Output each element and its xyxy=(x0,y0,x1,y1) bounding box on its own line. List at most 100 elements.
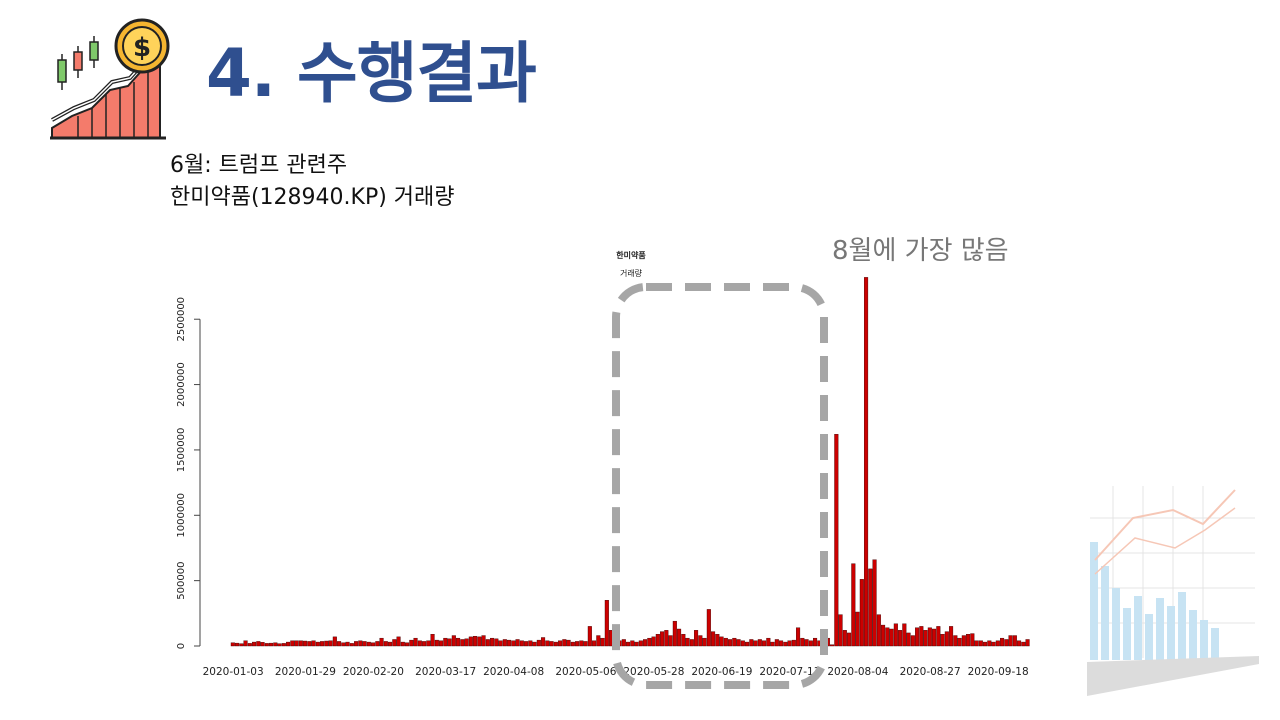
volume-bar xyxy=(473,635,478,647)
volume-bar xyxy=(553,641,558,647)
volume-bar xyxy=(774,639,779,647)
y-ticks: 0 500000 1000000 1500000 2000000 2500000 xyxy=(176,297,200,649)
volume-bar xyxy=(944,631,949,647)
volume-bar xyxy=(328,640,333,647)
volume-bar xyxy=(341,642,346,647)
volume-bar xyxy=(434,639,439,647)
volume-bar xyxy=(362,641,367,647)
volume-bar xyxy=(502,639,507,647)
volume-bar xyxy=(456,637,461,647)
x-tick-label: 2020-06-19 xyxy=(691,666,752,678)
bars xyxy=(230,277,1030,647)
volume-bar xyxy=(515,639,520,647)
volume-bar xyxy=(570,641,575,647)
volume-bar xyxy=(507,639,512,647)
volume-bar xyxy=(298,640,303,647)
volume-bar xyxy=(723,637,728,647)
volume-bar xyxy=(311,640,316,647)
y-tick-label: 2000000 xyxy=(176,362,187,407)
volume-bar xyxy=(664,630,669,647)
volume-bar xyxy=(307,641,312,647)
volume-bar xyxy=(1021,641,1026,647)
volume-bar xyxy=(630,640,635,647)
volume-bar xyxy=(634,641,639,647)
volume-bar xyxy=(498,640,503,647)
volume-bar xyxy=(447,638,452,647)
volume-bar xyxy=(536,639,541,647)
volume-bar xyxy=(757,639,762,647)
volume-bar xyxy=(587,626,592,647)
x-tick-label: 2020-08-04 xyxy=(827,666,888,678)
volume-bar xyxy=(388,641,393,647)
volume-bar xyxy=(779,640,784,647)
volume-bar xyxy=(847,632,852,647)
volume-bar xyxy=(621,639,626,647)
volume-bar xyxy=(910,635,915,647)
volume-bar xyxy=(315,641,320,647)
volume-bar xyxy=(541,637,546,647)
x-tick-label: 2020-09-18 xyxy=(968,666,1029,678)
volume-bar xyxy=(1025,639,1030,647)
volume-bar xyxy=(953,635,958,647)
volume-bar xyxy=(443,637,448,647)
subtitle-line-1: 6월: 트럼프 관련주 xyxy=(170,153,348,178)
volume-bar xyxy=(273,642,278,647)
volume-bar xyxy=(562,639,567,647)
volume-bar xyxy=(260,642,265,647)
chart-subtitle: 거래량 xyxy=(620,268,643,278)
volume-bar xyxy=(379,637,384,647)
slide-subtitle: 6월: 트럼프 관련주 한미약품(128940.KP) 거래량 xyxy=(170,150,455,214)
volume-bar xyxy=(813,637,818,647)
volume-bar xyxy=(345,641,350,647)
volume-bar xyxy=(409,639,414,647)
volume-bar xyxy=(983,641,988,647)
x-tick-label: 2020-01-29 xyxy=(275,666,336,678)
faded-bar-line-chart-icon xyxy=(1087,486,1259,696)
volume-bar xyxy=(383,641,388,647)
volume-bar xyxy=(575,641,580,647)
volume-bar xyxy=(264,643,269,647)
volume-bar xyxy=(247,643,252,647)
volume-bar xyxy=(638,640,643,647)
volume-bar xyxy=(677,628,682,647)
volume-bar xyxy=(303,640,308,647)
volume-bar xyxy=(252,641,257,647)
volume-bar xyxy=(923,630,928,647)
volume-bar xyxy=(762,640,767,647)
volume-bar xyxy=(460,639,465,647)
volume-bar xyxy=(558,640,563,647)
volume-bar xyxy=(324,640,329,647)
volume-bar xyxy=(889,628,894,647)
volume-bar xyxy=(549,641,554,647)
volume-bar xyxy=(643,639,648,647)
volume-bar xyxy=(464,638,469,647)
volume-bar xyxy=(230,642,235,647)
volume-bar xyxy=(354,641,359,647)
volume-bar xyxy=(294,640,299,647)
volume-bar xyxy=(949,626,954,647)
x-ticks: 2020-01-03 2020-01-29 2020-02-20 2020-03-17… xyxy=(203,666,1029,678)
volume-bar xyxy=(961,635,966,647)
volume-bar xyxy=(711,631,716,647)
volume-bar xyxy=(286,641,291,647)
x-tick-label: 2020-01-03 xyxy=(203,666,264,678)
volume-bar xyxy=(579,640,584,647)
volume-bar xyxy=(439,640,444,647)
x-tick-label: 2020-07-13 xyxy=(759,666,820,678)
x-tick-label: 2020-05-06 xyxy=(555,666,616,678)
volume-bar xyxy=(451,635,456,647)
x-tick-label: 2020-03-17 xyxy=(415,666,476,678)
volume-bar xyxy=(277,643,282,647)
y-tick-label: 1500000 xyxy=(176,428,187,473)
volume-bar xyxy=(740,640,745,647)
volume-bar xyxy=(685,637,690,647)
volume-bar xyxy=(660,631,665,647)
volume-bar xyxy=(511,640,516,647)
volume-bar xyxy=(987,640,992,647)
volume-bar xyxy=(235,642,240,647)
volume-bar xyxy=(893,623,898,647)
volume-bar xyxy=(417,640,422,647)
volume-bar xyxy=(366,641,371,647)
volume-bar xyxy=(706,609,711,647)
volume-bar xyxy=(604,600,609,647)
